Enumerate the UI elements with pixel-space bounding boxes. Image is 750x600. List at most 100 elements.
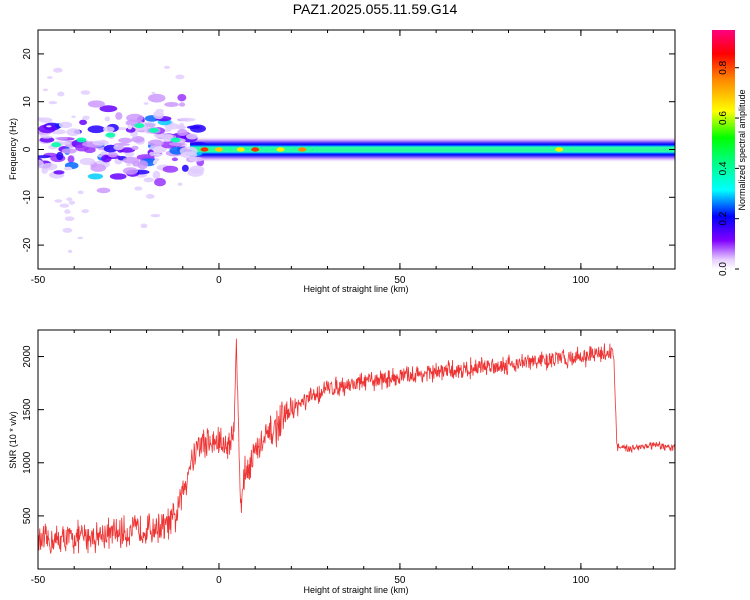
spectral-blob [41, 168, 48, 174]
spectral-blob [99, 105, 118, 113]
spectral-blob [168, 142, 186, 147]
spectral-speck [152, 153, 163, 157]
x-tick-label: 0 [216, 275, 222, 286]
colorbar-ticks: 0.0 0.2 0.4 0.6 0.8 [718, 60, 739, 276]
spectral-blob [38, 155, 52, 159]
y-tick-label: 2000 [22, 345, 33, 368]
spectral-blob [67, 155, 75, 163]
spectral-blob [56, 151, 64, 161]
spectral-speck [145, 194, 155, 199]
chart-title: PAZ1.2025.055.11.59.G14 [292, 1, 458, 17]
x-tick-label: 0 [216, 575, 222, 586]
spectral-speck [126, 163, 132, 166]
spectral-peak [236, 147, 245, 152]
colorbar-tick-label: 0.6 [718, 111, 729, 125]
spectral-blob [186, 133, 198, 140]
spectral-blob [87, 100, 105, 108]
spectral-speck [64, 166, 73, 171]
spectral-speck [81, 209, 89, 214]
spectral-blob [66, 128, 81, 137]
spectral-blob [38, 117, 45, 121]
spectral-blob [122, 167, 139, 175]
spectral-speck [140, 223, 148, 229]
spectral-speck [66, 197, 73, 202]
snr-series-line [38, 338, 675, 557]
spectral-blob [152, 170, 161, 180]
x-tick-label: 100 [573, 275, 590, 286]
colorbar [712, 30, 735, 269]
top-axis-ticks: -50 0 50 100 -20 -10 0 10 20 [22, 30, 675, 286]
spectral-speck [104, 116, 111, 122]
spectral-speck [52, 164, 57, 167]
snr-plot-area [38, 338, 675, 557]
spectral-blob-bright [51, 142, 62, 148]
y-tick-label: 1500 [22, 398, 33, 421]
heatmap [38, 65, 675, 253]
spectral-speck [39, 134, 47, 138]
spectral-speck [48, 100, 58, 105]
colorbar-label: Normalized spectral amplitude [737, 89, 747, 210]
spectral-speck [77, 236, 84, 240]
spectral-blob [171, 157, 178, 162]
spectral-blob [189, 124, 206, 133]
colorbar-tick-label: 0.2 [718, 211, 729, 225]
bottom-axis-ticks: -50 0 50 100 500 1000 1500 2000 [22, 330, 675, 586]
spectral-speck [59, 203, 70, 208]
spectral-blob [190, 142, 206, 146]
spectral-speck [82, 115, 90, 121]
spectral-blob [147, 93, 166, 103]
spectral-peak [214, 147, 223, 152]
colorbar-tick-label: 0.0 [718, 262, 729, 276]
spectral-peak [276, 147, 285, 152]
spectral-speck [46, 125, 52, 128]
spectral-blob [181, 164, 189, 172]
spectral-peak [298, 147, 307, 152]
spectral-blob [131, 135, 145, 143]
spectral-blob [115, 112, 123, 120]
spectral-speck [68, 200, 76, 205]
x-tick-label: -50 [31, 575, 46, 586]
colorbar-tick-label: 0.8 [718, 60, 729, 74]
y-tick-label: -10 [22, 190, 33, 205]
spectral-blob [58, 121, 73, 129]
spectral-blob [122, 156, 140, 164]
x-tick-label: -50 [31, 275, 46, 286]
spectral-speck [134, 186, 143, 191]
spectral-speck [64, 216, 75, 222]
spectral-blob [131, 145, 139, 151]
spectral-blob [38, 159, 44, 169]
spectral-blob [143, 177, 154, 183]
spectral-blob [177, 93, 187, 102]
spectral-blob-bright [105, 132, 116, 138]
spectral-blob [87, 173, 104, 180]
spectral-blob [153, 110, 165, 120]
spectral-speck [46, 76, 53, 79]
spectral-speck [42, 88, 48, 92]
spectral-band-core [190, 146, 675, 153]
spectral-blob [109, 173, 127, 180]
bottom-y-axis-label: SNR (10 * v/v) [8, 411, 18, 469]
spectral-speck [175, 74, 185, 80]
y-tick-label: 500 [22, 507, 33, 524]
bottom-x-axis-label: Height of straight line (km) [303, 585, 408, 595]
spectral-blob [154, 177, 166, 187]
spectral-blob [147, 139, 164, 147]
spectral-blob [92, 140, 110, 146]
colorbar-tick-label: 0.4 [718, 161, 729, 175]
spectral-blob [164, 102, 179, 107]
spectral-blob [162, 165, 179, 173]
spectral-speck [57, 91, 65, 97]
spectral-speck [54, 199, 63, 203]
spectral-blob [101, 154, 112, 163]
spectral-blob [113, 144, 125, 151]
spectral-blob [79, 157, 96, 166]
spectral-blob [87, 125, 106, 134]
y-tick-label: -20 [22, 237, 33, 252]
spectral-peak [251, 147, 260, 152]
top-y-axis-label: Frequency (Hz) [8, 118, 18, 180]
spectral-blob [179, 117, 196, 122]
x-tick-label: 50 [394, 575, 406, 586]
x-tick-label: 100 [573, 575, 590, 586]
spectral-blob [53, 170, 65, 175]
spectral-blob [126, 113, 144, 122]
